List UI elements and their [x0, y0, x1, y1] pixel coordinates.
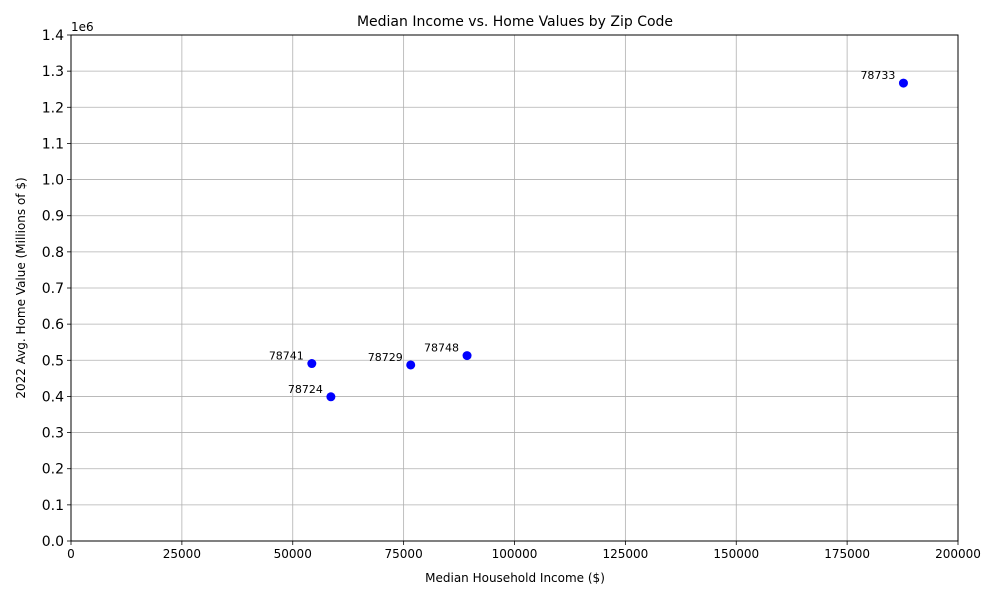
- y-tick-label: 1.3: [42, 64, 64, 80]
- x-axis-label: Median Household Income ($): [425, 571, 605, 585]
- point-layer: 78741 78724 78729 78748 78733: [269, 69, 908, 402]
- data-point: [462, 351, 472, 361]
- tick-layer: 0 25000 50000 75000 100000 125000 150000 175000…: [42, 28, 981, 561]
- y-tick-label: 0.7: [42, 281, 64, 297]
- point-label: 78748: [424, 342, 459, 355]
- x-tick-label: 150000: [713, 547, 759, 561]
- x-tick-label: 50000: [274, 547, 312, 561]
- point-label: 78733: [860, 69, 895, 82]
- y-tick-label: 0.0: [42, 534, 64, 550]
- data-point: [898, 78, 908, 88]
- chart-title: Median Income vs. Home Values by Zip Cod…: [357, 14, 673, 30]
- y-tick-label: 1.4: [42, 28, 64, 44]
- y-tick-label: 0.3: [42, 426, 64, 442]
- data-point: [406, 360, 416, 370]
- x-tick-label: 200000: [935, 547, 981, 561]
- data-point: [307, 359, 317, 369]
- point-label: 78741: [269, 350, 304, 363]
- x-tick-label: 0: [67, 547, 75, 561]
- x-tick-label: 175000: [824, 547, 870, 561]
- y-tick-label: 0.6: [42, 317, 64, 333]
- data-point: [326, 392, 336, 402]
- y-tick-label: 1.0: [42, 173, 64, 189]
- y-tick-label: 1.2: [42, 100, 64, 116]
- y-tick-label: 0.5: [42, 353, 64, 369]
- y-tick-label: 0.4: [42, 389, 64, 405]
- y-axis-label: 2022 Avg. Home Value (Millions of $): [14, 177, 28, 398]
- y-tick-label: 0.8: [42, 245, 64, 261]
- grid-layer: [70, 34, 959, 542]
- y-tick-label: 1.1: [42, 136, 64, 152]
- x-tick-label: 75000: [385, 547, 423, 561]
- y-offset-label: 1e6: [71, 20, 94, 34]
- point-label: 78724: [288, 383, 323, 396]
- y-tick-label: 0.2: [42, 462, 64, 478]
- x-tick-label: 125000: [602, 547, 648, 561]
- plot-frame: [70, 34, 959, 542]
- x-tick-label: 25000: [163, 547, 201, 561]
- x-tick-label: 100000: [492, 547, 538, 561]
- point-label: 78729: [368, 351, 403, 364]
- y-tick-label: 0.1: [42, 498, 64, 514]
- y-tick-label: 0.9: [42, 209, 64, 225]
